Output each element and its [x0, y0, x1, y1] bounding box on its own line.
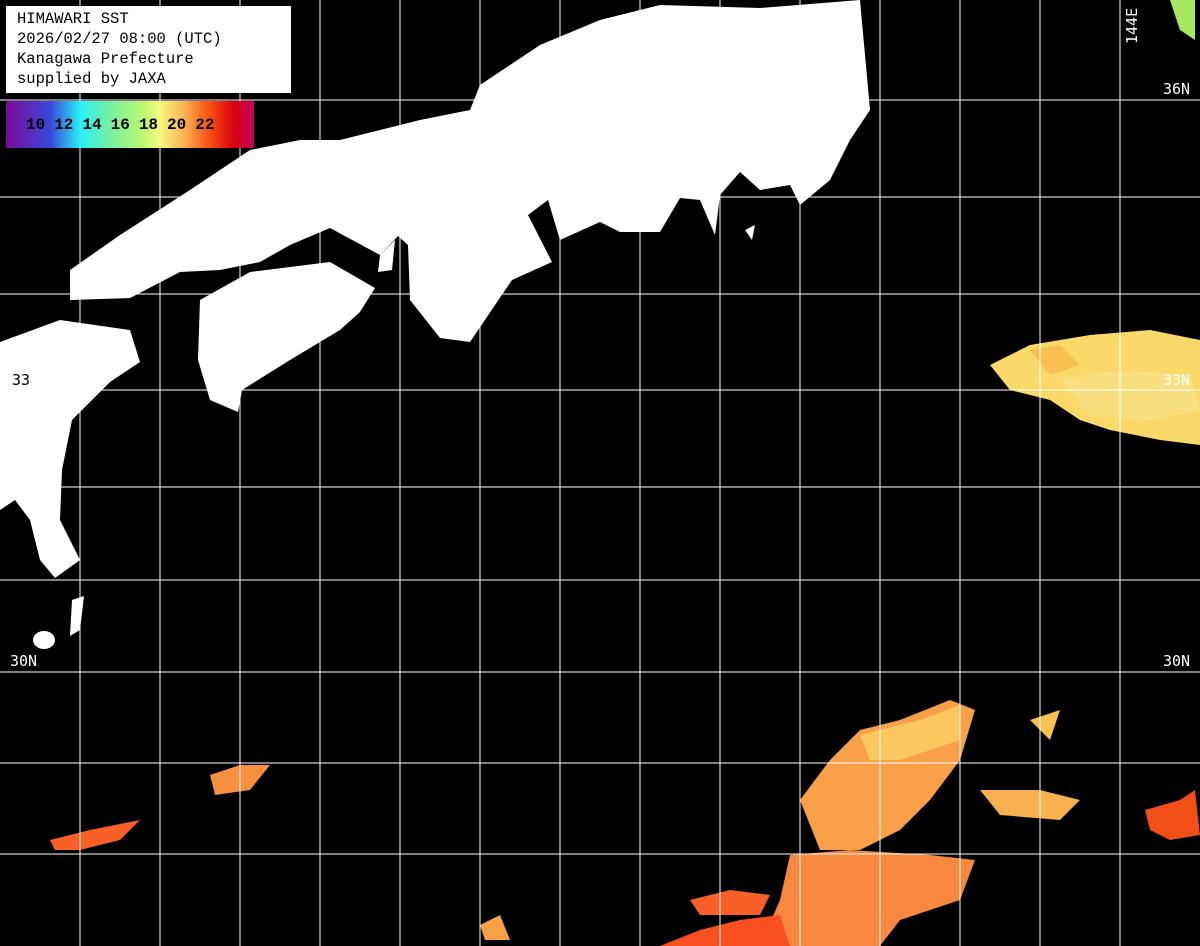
observation-datetime: 2026/02/27 08:00 (UTC) — [17, 30, 222, 48]
title-box: HIMAWARI SST 2026/02/27 08:00 (UTC) Kana… — [6, 6, 291, 93]
tanegashima-island — [70, 596, 84, 636]
lon-label-144e: 144E — [1123, 7, 1141, 44]
izu-oshima — [745, 225, 755, 240]
region-name: Kanagawa Prefecture — [17, 50, 194, 68]
data-credit: supplied by JAXA — [17, 70, 166, 88]
honshu — [70, 0, 870, 342]
yakushima-island — [33, 631, 55, 649]
shikoku — [198, 262, 375, 412]
color-scale-legend: 10 12 14 16 18 20 22 — [6, 101, 254, 148]
lat-label-33n: 33N — [1163, 371, 1191, 389]
land-mass — [0, 0, 870, 649]
legend-tick: 20 — [167, 115, 187, 134]
lat-label-36n: 36N — [1163, 80, 1191, 98]
legend-tick: 18 — [138, 115, 159, 134]
lon-label-136e: 136E — [481, 5, 499, 42]
lat-label-33-left: 33 — [12, 371, 31, 389]
legend-tick: 12 — [54, 115, 74, 134]
kyushu — [0, 320, 140, 578]
lat-label-30n-right: 30N — [1163, 652, 1191, 670]
legend-tick: 22 — [195, 115, 215, 134]
sst-data-patches — [50, 0, 1200, 946]
legend-tick: 10 — [26, 115, 46, 134]
lat-label-30n-left: 30N — [10, 652, 38, 670]
awaji-island — [378, 240, 395, 272]
legend-tick: 16 — [110, 115, 130, 134]
product-title: HIMAWARI SST — [17, 10, 129, 28]
legend-tick: 14 — [82, 115, 102, 134]
